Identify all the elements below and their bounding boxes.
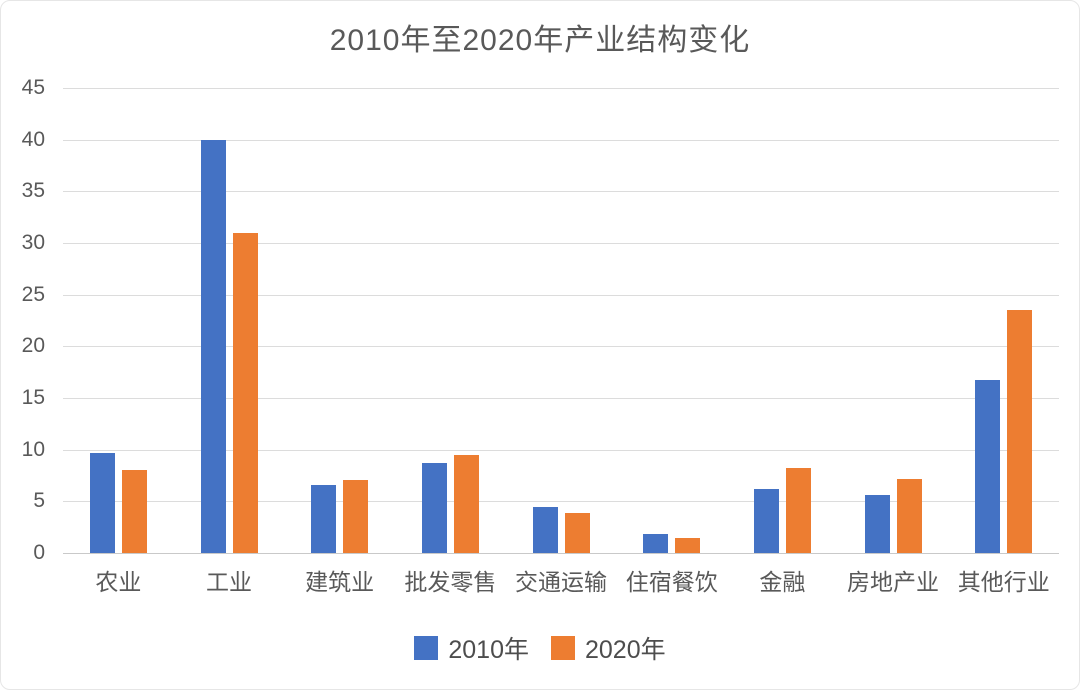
- bar-series2: [896, 478, 922, 553]
- gridline-10: [63, 449, 1059, 451]
- bar-series1: [532, 506, 558, 553]
- y-axis-tick-label: 35: [21, 179, 45, 203]
- y-axis-tick-label: 45: [21, 76, 45, 99]
- bar-group: [506, 88, 617, 553]
- y-axis-tick-label: 40: [21, 127, 45, 151]
- y-axis: 0 5 10 15 20 25 30 35 40 45: [1, 76, 51, 564]
- bar-series2: [343, 479, 369, 553]
- bar-group: [838, 88, 949, 553]
- legend-label: 2020年: [585, 636, 666, 664]
- bar-series2: [675, 537, 701, 553]
- legend-swatch: [414, 636, 439, 660]
- legend-swatch: [551, 636, 575, 660]
- bar-series2: [453, 454, 479, 553]
- x-axis-category-label: 其他行业: [957, 569, 1050, 595]
- y-axis-tick-label: 30: [21, 231, 45, 254]
- bar-series1: [200, 139, 226, 553]
- bar-series2: [121, 470, 147, 553]
- x-axis-category-label: 建筑业: [305, 569, 375, 595]
- bar-group: [727, 88, 838, 553]
- x-axis: 农业 工业 建筑业 批发零售 交通运输 住宿餐饮 金融 房地产业 其他行业: [63, 563, 1059, 597]
- legend-label: 2010年: [448, 636, 529, 664]
- y-axis-tick-label: 10: [21, 437, 45, 461]
- gridline-35: [63, 191, 1059, 193]
- chart-title: 2010年至2020年产业结构变化: [329, 24, 751, 57]
- y-axis-tick-label: 0: [33, 541, 45, 564]
- y-axis-tick-label: 20: [21, 334, 45, 358]
- bar-series1: [643, 534, 669, 553]
- gridline-40: [63, 139, 1059, 141]
- bar-series2: [1007, 310, 1033, 553]
- x-axis-category-label: 工业: [206, 569, 252, 595]
- x-axis-category-label: 交通运输: [515, 569, 608, 595]
- bar-group: [395, 88, 506, 553]
- gridline-45: [63, 88, 1059, 89]
- bar-series2: [564, 512, 590, 553]
- bar-group: [174, 88, 285, 553]
- bar-group: [616, 88, 727, 553]
- x-axis-category-label: 农业: [95, 569, 142, 595]
- bar-group: [948, 88, 1059, 553]
- x-axis-category-label: 金融: [759, 569, 806, 595]
- x-axis-category-label: 房地产业: [847, 569, 940, 595]
- bar-groups: [63, 88, 1059, 553]
- gridline-30: [63, 243, 1059, 244]
- y-axis-tick-label: 25: [21, 282, 45, 306]
- gridline-20: [63, 346, 1059, 348]
- bar-series1: [311, 484, 337, 553]
- bar-group: [63, 88, 174, 553]
- bar-series1: [975, 380, 1001, 553]
- legend-item: 2010年: [414, 630, 529, 666]
- y-axis-tick-label: 5: [33, 489, 45, 513]
- x-axis-category-label: 批发零售: [404, 569, 497, 595]
- bar-group: [284, 88, 395, 553]
- plot-area: [63, 88, 1059, 554]
- bar-series1: [89, 452, 115, 553]
- bar-series2: [232, 232, 258, 553]
- gridline-25: [63, 294, 1059, 296]
- bar-series2: [785, 468, 811, 553]
- gridline-5: [63, 501, 1059, 503]
- bar-series1: [421, 463, 447, 553]
- legend-item: 2020年: [551, 630, 666, 666]
- gridline-15: [63, 398, 1059, 399]
- x-axis-category-label: 住宿餐饮: [625, 569, 718, 595]
- gridline-0: [63, 553, 1059, 554]
- bar-series1: [753, 488, 779, 553]
- bar-series1: [864, 495, 890, 553]
- y-axis-tick-label: 15: [21, 386, 45, 409]
- legend: 2010年 2020年: [1, 630, 1079, 666]
